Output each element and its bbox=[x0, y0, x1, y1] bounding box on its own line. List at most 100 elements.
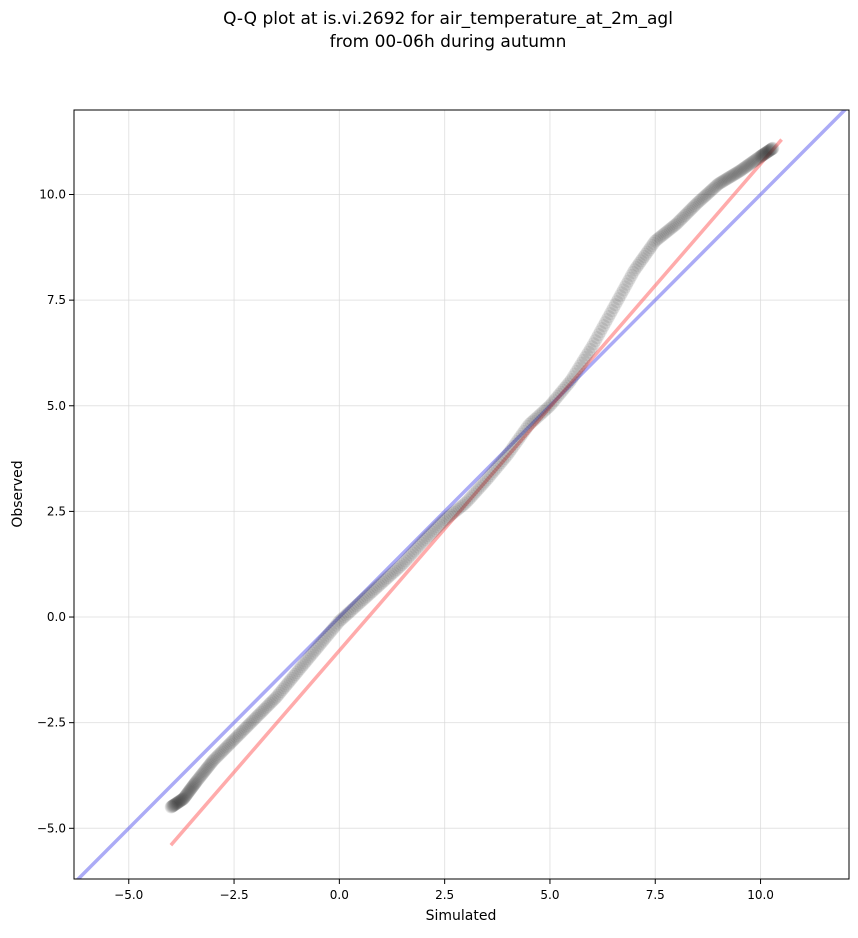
quantile-point bbox=[607, 301, 621, 315]
quantile-point bbox=[585, 340, 599, 354]
quantile-point bbox=[654, 229, 668, 243]
quantile-point bbox=[672, 214, 686, 228]
quantile-point bbox=[254, 705, 268, 719]
quantile-point bbox=[189, 775, 203, 789]
quantile-point bbox=[429, 522, 443, 536]
quantile-point bbox=[623, 271, 637, 285]
quantile-point bbox=[469, 485, 483, 499]
quantile-point bbox=[214, 745, 228, 759]
quantile-point bbox=[393, 559, 407, 573]
quantile-point bbox=[706, 182, 720, 196]
quantile-point bbox=[653, 230, 667, 244]
quantile-point bbox=[399, 554, 413, 568]
quantile-point bbox=[762, 144, 776, 158]
quantile-point bbox=[397, 556, 411, 570]
quantile-point bbox=[642, 243, 656, 257]
quantile-point bbox=[645, 239, 659, 253]
quantile-point bbox=[725, 169, 739, 183]
quantile-point bbox=[424, 527, 438, 541]
quantile-point bbox=[172, 795, 186, 809]
y-tick-label: 2.5 bbox=[47, 504, 66, 518]
quantile-point bbox=[196, 766, 210, 780]
quantile-point bbox=[693, 193, 707, 207]
quantile-point bbox=[175, 792, 189, 806]
quantile-point bbox=[488, 462, 502, 476]
quantile-point bbox=[304, 648, 318, 662]
x-tick-label: −2.5 bbox=[219, 888, 248, 902]
quantile-point bbox=[662, 223, 676, 237]
quantile-point bbox=[631, 258, 645, 272]
quantile-point bbox=[745, 155, 759, 169]
quantile-point bbox=[376, 575, 390, 589]
quantile-point bbox=[549, 392, 563, 406]
quantile-point bbox=[478, 475, 492, 489]
quantile-point bbox=[717, 173, 731, 187]
quantile-point bbox=[628, 263, 642, 277]
quantile-point bbox=[651, 232, 665, 246]
identity-line bbox=[75, 110, 848, 879]
quantile-point bbox=[210, 749, 224, 763]
y-tick-label: 7.5 bbox=[47, 293, 66, 307]
quantile-point bbox=[248, 711, 262, 725]
quantile-point bbox=[306, 646, 320, 660]
y-tick-label: −5.0 bbox=[37, 821, 66, 835]
quantile-point bbox=[253, 707, 267, 721]
quantile-point bbox=[723, 170, 737, 184]
quantile-point bbox=[386, 566, 400, 580]
quantile-point bbox=[240, 720, 254, 734]
quantile-point bbox=[209, 751, 223, 765]
quantile-point bbox=[517, 425, 531, 439]
quantile-point bbox=[605, 304, 619, 318]
quantile-point bbox=[234, 726, 248, 740]
quantile-point bbox=[334, 613, 348, 627]
quantile-point bbox=[755, 149, 769, 163]
quantile-point bbox=[175, 793, 189, 807]
quantile-point bbox=[216, 744, 230, 758]
quantile-point bbox=[566, 370, 580, 384]
quantile-point bbox=[620, 277, 634, 291]
quantile-point bbox=[699, 188, 713, 202]
x-tick-label: 2.5 bbox=[435, 888, 454, 902]
quantile-point bbox=[425, 525, 439, 539]
quantile-point bbox=[307, 644, 321, 658]
quantile-point bbox=[763, 143, 777, 157]
plot-frame bbox=[73, 109, 850, 880]
quantile-point bbox=[217, 743, 231, 757]
quantile-point bbox=[669, 217, 683, 231]
quantile-point bbox=[714, 176, 728, 190]
quantile-point bbox=[164, 800, 178, 814]
quantile-point bbox=[365, 585, 379, 599]
quantile-point bbox=[712, 176, 726, 190]
quantile-point bbox=[592, 328, 606, 342]
quantile-point bbox=[260, 699, 274, 713]
quantile-point bbox=[537, 405, 551, 419]
quantile-point bbox=[508, 437, 522, 451]
quantile-point bbox=[224, 736, 238, 750]
quantile-point bbox=[438, 513, 452, 527]
quantile-point bbox=[715, 175, 729, 189]
quantile-point bbox=[753, 150, 767, 164]
quantile-point bbox=[573, 359, 587, 373]
quantile-point bbox=[247, 713, 261, 727]
quantile-point bbox=[643, 241, 657, 255]
quantile-point bbox=[702, 186, 716, 200]
quantile-point bbox=[561, 377, 575, 391]
quantile-point bbox=[681, 206, 695, 220]
quantile-point bbox=[223, 737, 237, 751]
quantile-point bbox=[374, 577, 388, 591]
quantile-point bbox=[731, 165, 745, 179]
quantile-point bbox=[625, 268, 639, 282]
quantile-point bbox=[298, 656, 312, 670]
chart-title-line-2: from 00-06h during autumn bbox=[330, 32, 567, 52]
quantile-point bbox=[698, 189, 712, 203]
quantile-point bbox=[759, 146, 773, 160]
quantile-point bbox=[169, 797, 183, 811]
quantile-point bbox=[748, 154, 762, 168]
quantile-point bbox=[235, 724, 249, 738]
quantile-point bbox=[195, 767, 209, 781]
quantile-point bbox=[742, 158, 756, 172]
quantile-point bbox=[676, 210, 690, 224]
quantile-point bbox=[544, 398, 558, 412]
quantile-point bbox=[505, 442, 519, 456]
quantile-point bbox=[241, 719, 255, 733]
